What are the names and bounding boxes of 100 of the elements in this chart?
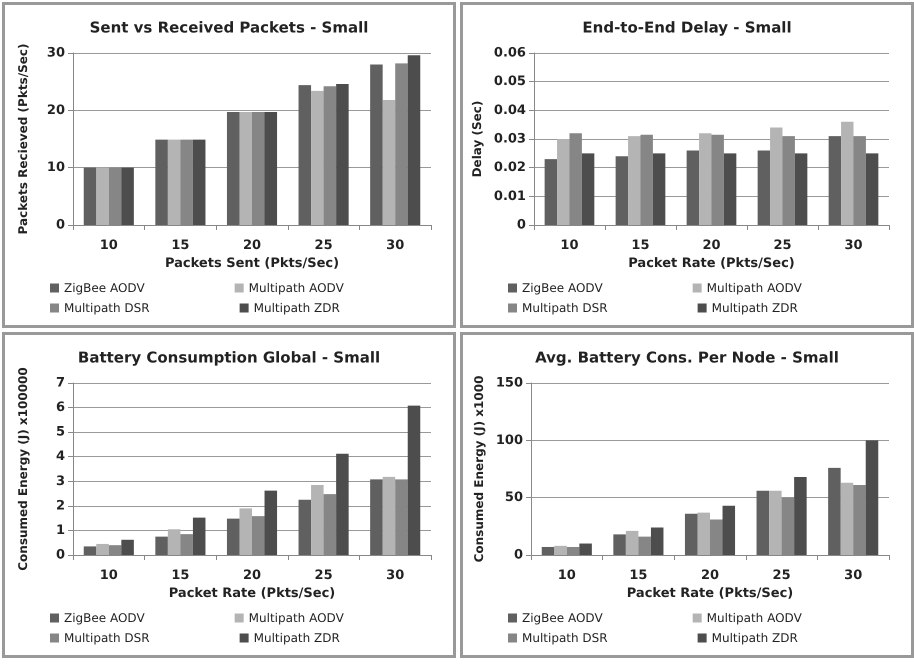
bar bbox=[336, 84, 349, 225]
legend-label: Multipath ZDR bbox=[254, 301, 340, 315]
chart-title: Battery Consumption Global - Small bbox=[78, 348, 380, 366]
bar bbox=[298, 500, 312, 555]
bar bbox=[769, 490, 782, 555]
x-tick-label: 20 bbox=[702, 238, 721, 253]
y-tick-label: 0 bbox=[514, 548, 523, 562]
bar bbox=[554, 546, 567, 555]
x-tick-label: 30 bbox=[844, 238, 863, 253]
bar bbox=[239, 112, 252, 225]
bar bbox=[408, 406, 420, 555]
x-axis-title: Packet Rate (Pkts/Sec) bbox=[168, 586, 336, 601]
y-tick-label: 0 bbox=[56, 548, 65, 562]
bar bbox=[686, 150, 700, 225]
bar bbox=[758, 150, 770, 225]
bar bbox=[841, 122, 854, 225]
y-tick-label: 100 bbox=[496, 432, 523, 448]
bar bbox=[582, 153, 594, 225]
y-tick-label: 10 bbox=[46, 160, 65, 176]
bar bbox=[684, 514, 698, 555]
bar bbox=[84, 546, 96, 555]
legend-label: Multipath AODV bbox=[706, 281, 803, 295]
y-tick-label: 2 bbox=[56, 498, 65, 514]
bar bbox=[370, 64, 383, 225]
x-tick-label: 20 bbox=[242, 238, 262, 253]
bar bbox=[628, 136, 640, 225]
bar bbox=[311, 484, 324, 555]
bar bbox=[794, 153, 808, 225]
y-tick-label: 0.01 bbox=[494, 188, 526, 204]
bar bbox=[866, 153, 878, 225]
bar bbox=[121, 168, 134, 225]
y-tick-label: 0.02 bbox=[494, 160, 526, 176]
legend-label: ZigBee AODV bbox=[64, 281, 146, 295]
bar bbox=[579, 544, 592, 555]
x-tick-label: 25 bbox=[772, 568, 791, 583]
bar bbox=[311, 90, 324, 225]
bar bbox=[770, 128, 782, 225]
bar bbox=[298, 85, 312, 225]
x-tick-label: 20 bbox=[242, 568, 262, 583]
x-tick-label: 20 bbox=[700, 568, 720, 583]
bar bbox=[866, 440, 878, 555]
x-tick-label: 15 bbox=[171, 238, 190, 253]
bar bbox=[192, 140, 206, 225]
y-tick-label: 6 bbox=[56, 400, 65, 416]
y-tick-label: 0 bbox=[516, 218, 526, 232]
x-tick-label: 25 bbox=[314, 568, 333, 583]
legend-label: Multipath ZDR bbox=[712, 631, 798, 645]
bar bbox=[155, 140, 168, 225]
bar bbox=[840, 482, 854, 555]
x-axis-title: Packets Sent (Pkts/Sec) bbox=[164, 256, 340, 271]
bar bbox=[226, 112, 240, 225]
bar bbox=[96, 168, 109, 225]
legend-label: ZigBee AODV bbox=[522, 611, 604, 625]
bar bbox=[828, 468, 841, 555]
bar bbox=[794, 477, 807, 555]
x-tick-label: 15 bbox=[171, 568, 190, 583]
bar bbox=[121, 540, 134, 555]
chart-title: End-to-End Delay - Small bbox=[582, 18, 792, 36]
bar bbox=[168, 140, 180, 225]
legend-label: Multipath ZDR bbox=[712, 301, 798, 315]
legend-label: Multipath DSR bbox=[64, 301, 150, 315]
y-tick-label: 3 bbox=[56, 474, 65, 489]
x-tick-label: 15 bbox=[631, 238, 650, 253]
legend-label: Multipath AODV bbox=[706, 611, 803, 625]
bar bbox=[697, 512, 710, 555]
y-axis-title: Delay (Sec) bbox=[470, 100, 484, 178]
legend-label: Multipath ZDR bbox=[254, 631, 340, 645]
chart-title: Avg. Battery Cons. Per Node - Small bbox=[535, 348, 839, 366]
bar bbox=[724, 153, 736, 225]
legend-label: Multipath DSR bbox=[522, 631, 608, 645]
x-axis-title: Packet Rate (Pkts/Sec) bbox=[626, 586, 794, 601]
bar bbox=[722, 506, 736, 555]
y-axis-title: Packets Recieved (Pkts/Sec) bbox=[16, 44, 30, 234]
legend-label: Multipath DSR bbox=[64, 631, 150, 645]
y-tick-label: 0.06 bbox=[494, 46, 526, 60]
y-axis-title: Consumed Energy (J) x100000 bbox=[16, 367, 30, 571]
legend-label: ZigBee AODV bbox=[64, 611, 146, 625]
bar bbox=[828, 136, 842, 225]
bar bbox=[650, 527, 664, 555]
x-axis-title: Packet Rate (Pkts/Sec) bbox=[628, 256, 795, 271]
bar bbox=[239, 508, 252, 555]
y-tick-label: 0 bbox=[56, 218, 65, 232]
x-tick-label: 10 bbox=[558, 568, 576, 583]
x-tick-label: 25 bbox=[314, 238, 333, 253]
y-tick-label: 4 bbox=[56, 449, 65, 464]
y-tick-label: 30 bbox=[46, 46, 65, 60]
bar bbox=[652, 153, 666, 225]
bar bbox=[699, 133, 712, 225]
bar bbox=[544, 159, 558, 225]
x-tick-label: 30 bbox=[386, 568, 404, 583]
bar bbox=[382, 100, 396, 225]
bar bbox=[370, 479, 383, 555]
bar bbox=[226, 518, 240, 555]
chart-title: Sent vs Received Packets - Small bbox=[90, 18, 368, 36]
x-tick-label: 10 bbox=[100, 568, 118, 583]
y-tick-label: 150 bbox=[496, 376, 523, 390]
x-tick-label: 10 bbox=[560, 238, 579, 253]
bar bbox=[542, 546, 554, 555]
legend-label: ZigBee AODV bbox=[522, 281, 604, 295]
bar bbox=[264, 112, 278, 225]
